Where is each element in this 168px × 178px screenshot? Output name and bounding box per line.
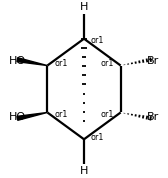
Text: H: H <box>80 2 88 12</box>
Text: H: H <box>80 166 88 176</box>
Text: Br: Br <box>147 112 159 122</box>
Text: HO: HO <box>9 56 26 66</box>
Text: or1: or1 <box>91 133 104 142</box>
Text: or1: or1 <box>54 59 67 68</box>
Text: or1: or1 <box>101 110 114 119</box>
Text: Br: Br <box>147 56 159 66</box>
Text: or1: or1 <box>54 110 67 119</box>
Text: HO: HO <box>9 112 26 122</box>
Polygon shape <box>17 58 47 66</box>
Text: or1: or1 <box>91 36 104 45</box>
Polygon shape <box>17 112 47 120</box>
Text: or1: or1 <box>101 59 114 68</box>
